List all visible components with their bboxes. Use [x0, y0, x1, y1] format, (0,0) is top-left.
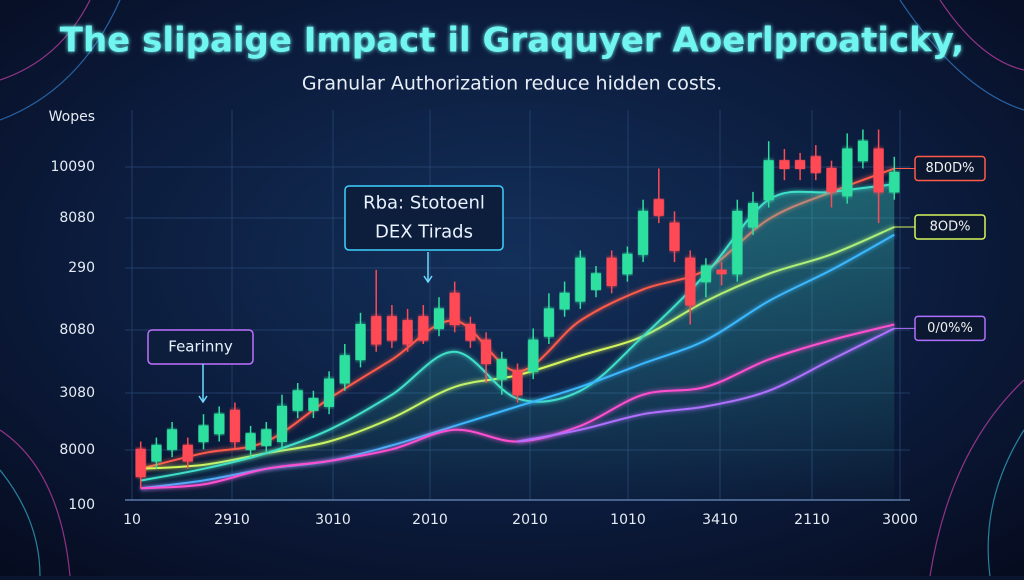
legend-label: 8OD%: [930, 220, 971, 235]
candle-body: [748, 203, 758, 228]
candle-body: [277, 405, 287, 442]
legend-label: 0/0%%: [927, 321, 973, 336]
candle-body: [465, 324, 476, 341]
candle-body: [622, 253, 633, 275]
y-axis-label: 8080: [59, 322, 95, 338]
candle-body: [543, 308, 554, 337]
candle-body: [135, 448, 146, 478]
candle-body: [575, 257, 586, 302]
candle-body: [214, 413, 225, 435]
candle-body: [496, 359, 507, 380]
candle-body: [386, 316, 397, 341]
annotation-text: DEX Tirads: [375, 222, 473, 243]
candle-body: [292, 390, 303, 411]
candle-body: [308, 398, 319, 411]
candle-body: [229, 409, 240, 442]
candle-body: [324, 378, 335, 407]
candle-body: [795, 160, 806, 169]
candle-body: [842, 148, 853, 197]
candle-body: [481, 339, 492, 365]
x-axis-label: 2910: [214, 512, 250, 528]
candle-body: [889, 171, 900, 193]
annotation-arrowhead: [423, 275, 433, 284]
x-axis-label: 1010: [610, 512, 646, 528]
candle-body: [716, 269, 727, 275]
candle-body: [873, 148, 884, 193]
y-axis-label: 8080: [59, 210, 95, 226]
y-axis-label: Wopes: [49, 109, 95, 125]
candle-body: [371, 316, 382, 345]
annotation-text: Rba: Stotoenl: [363, 192, 485, 213]
x-axis-label: 3000: [882, 512, 918, 528]
candle-body: [418, 316, 429, 341]
candle-body: [167, 429, 178, 450]
candle-body: [355, 324, 366, 361]
candle-body: [669, 222, 680, 251]
legend-label: 8D0D%: [926, 161, 975, 176]
candle-body: [810, 156, 821, 173]
y-axis-label: 3080: [59, 385, 95, 401]
candle-body: [700, 265, 711, 283]
candle-body: [779, 160, 790, 169]
x-axis-label: 2010: [512, 512, 548, 528]
candle-body: [653, 199, 664, 216]
candle-body: [732, 210, 743, 275]
candle-body: [402, 320, 413, 345]
line-area: [140, 184, 895, 500]
chart-title: The slipaige Impact il Graquyer Aoerlpro…: [60, 21, 964, 61]
annotation-text: Fearinny: [168, 338, 233, 356]
y-axis-label: 8000: [59, 442, 95, 458]
y-axis-label: 10090: [50, 159, 95, 175]
candle-body: [638, 210, 649, 255]
candle-body: [763, 160, 774, 201]
candle-body: [559, 292, 570, 310]
candle-body: [339, 355, 350, 384]
annotation-arrowhead: [198, 395, 208, 404]
grid: Wopes 10090 8080 290 8080 3080 8000 100 10 2910 30…: [49, 109, 918, 528]
candle-body: [151, 444, 162, 462]
chart-subtitle: Granular Authorization reduce hidden cos…: [302, 73, 722, 95]
candle-body: [857, 140, 868, 162]
candle-body: [606, 257, 617, 287]
annotation-box: [344, 185, 504, 251]
candle-body: [261, 429, 272, 446]
candle-body: [449, 292, 460, 325]
plot: 8D0D% 8OD% 0/0%% Fearinny Rba: Stotoenl DEX T…: [135, 129, 986, 500]
annotation-box: [147, 329, 254, 365]
line: [517, 327, 895, 443]
candle-body: [826, 168, 837, 193]
y-axis-label: 290: [68, 260, 95, 276]
x-axis-label: 2110: [794, 512, 830, 528]
x-axis-label: 3010: [315, 512, 351, 528]
y-axis-label: 100: [68, 497, 95, 513]
candle-body: [685, 257, 696, 306]
candle-body: [591, 273, 601, 290]
candle-body: [434, 308, 444, 329]
candle-body: [512, 370, 523, 396]
x-axis-label: 2010: [412, 512, 448, 528]
candle-body: [528, 339, 539, 372]
candle-body: [182, 444, 193, 462]
candle-body: [245, 433, 256, 450]
x-axis-label: 3410: [702, 512, 738, 528]
x-axis-label: 10: [123, 512, 141, 528]
candle-body: [198, 425, 209, 442]
